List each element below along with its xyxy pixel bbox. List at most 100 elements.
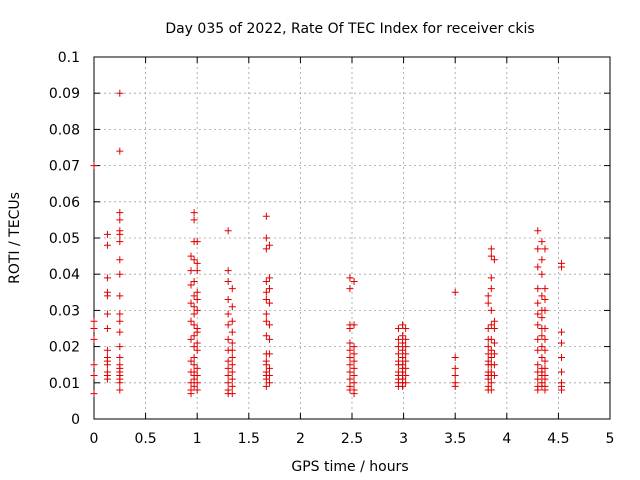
data-point [346,325,354,332]
data-point [350,390,358,398]
data-point [541,245,549,253]
data-point [116,256,124,264]
data-point [90,361,98,369]
data-point [190,303,198,311]
data-point [541,375,549,383]
data-point [350,379,358,387]
data-point [538,353,546,361]
data-point [490,256,498,264]
data-point [116,353,124,361]
data-point [265,372,273,380]
data-point [193,259,201,267]
data-point [187,281,195,289]
data-point [534,375,542,383]
data-point [190,292,198,300]
data-point [402,379,410,387]
data-point [262,212,270,220]
data-point [484,343,492,351]
data-point [262,296,270,304]
data-point [262,332,270,340]
data-point [538,343,546,351]
data-point [534,263,542,271]
x-tick-label: 0 [90,431,99,447]
x-tick-label: 2 [296,431,305,447]
data-point [557,386,565,394]
x-axis-label: GPS time / hours [291,459,408,475]
data-point [350,350,358,358]
grid-lines [94,57,610,419]
data-point [190,353,198,361]
data-point [103,375,111,383]
data-point [103,361,111,369]
data-point [262,382,270,390]
data-point [451,372,459,380]
data-point [193,339,201,347]
data-point [190,332,198,340]
data-point [541,386,549,394]
data-point [187,299,195,307]
y-tick-label: 0.02 [49,340,80,356]
data-point [557,368,565,376]
data-point [538,270,546,278]
data-point [224,227,232,235]
data-point [534,227,542,235]
data-point [103,310,111,318]
data-point [262,277,270,285]
data-point [228,390,236,398]
data-point [228,375,236,383]
data-point [541,364,549,372]
data-point [90,317,98,325]
data-point [116,310,124,318]
data-point [193,238,201,246]
data-point [538,314,546,322]
data-point [402,343,410,351]
data-point [402,357,410,365]
data-point [193,346,201,354]
data-point [399,353,407,361]
x-tick-label: 1.5 [238,431,260,447]
data-point [228,346,236,354]
data-point [262,288,270,296]
data-point [487,335,495,343]
data-point [103,274,111,282]
data-point [265,321,273,329]
data-point [116,328,124,336]
data-point [350,321,358,329]
data-point [265,335,273,343]
data-point [534,321,542,329]
data-point [265,379,273,387]
data-point [116,343,124,351]
data-point [346,339,354,347]
chart-title: Day 035 of 2022, Rate Of TEC Index for r… [165,21,534,37]
data-point [402,372,410,380]
data-point [541,325,549,332]
data-point [490,361,498,369]
data-point [103,241,111,249]
data-point [541,335,549,343]
data-point [228,353,236,361]
data-point [484,350,492,358]
data-point [228,382,236,390]
data-point [534,310,542,318]
data-point [190,361,198,369]
data-point [224,335,232,343]
data-point [534,299,542,307]
data-point [538,292,546,300]
data-point [103,325,111,332]
data-point [90,325,98,332]
data-point [190,343,198,351]
x-tick-label: 1 [193,431,202,447]
data-point [116,270,124,278]
data-point [224,357,232,365]
data-point [116,209,124,217]
data-point [487,353,495,361]
data-point [224,267,232,275]
data-point [487,252,495,260]
data-point [190,321,198,329]
data-point [394,350,402,358]
data-points [90,89,565,398]
data-point [190,375,198,383]
data-point [228,368,236,376]
data-point [193,288,201,296]
